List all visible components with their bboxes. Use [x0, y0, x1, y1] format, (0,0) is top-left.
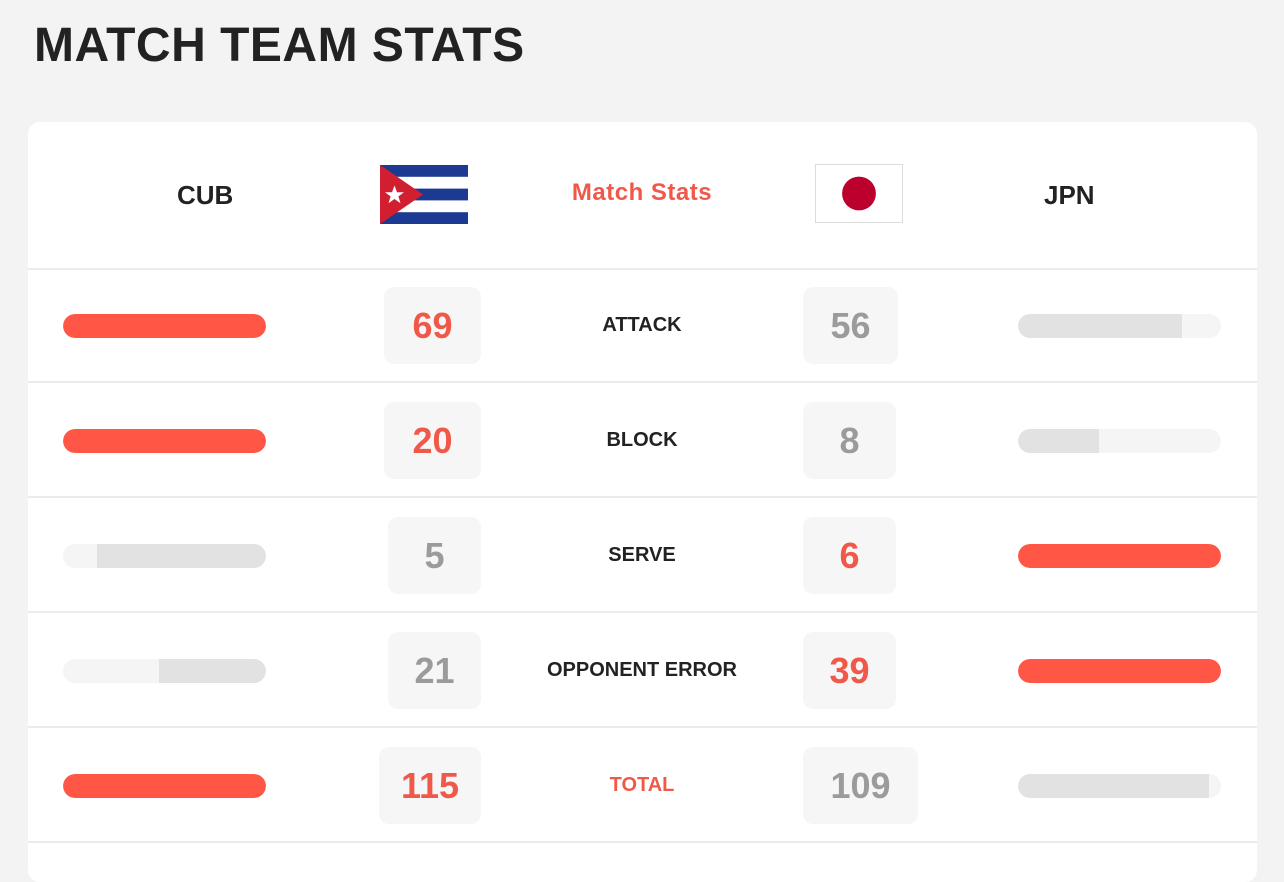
- home-bar-fill: [97, 544, 266, 568]
- home-bar: [63, 314, 266, 338]
- match-stats-card: CUB Match Stats JPN 69 ATTACK 56: [28, 122, 1257, 882]
- teams-header: CUB Match Stats JPN: [28, 122, 1257, 270]
- home-bar: [63, 659, 266, 683]
- stat-label: SERVE: [608, 544, 676, 566]
- home-value: 5: [388, 517, 481, 594]
- home-bar: [63, 544, 266, 568]
- away-bar: [1018, 429, 1221, 453]
- away-bar-fill: [1018, 314, 1182, 338]
- home-bar-fill: [63, 429, 266, 453]
- stat-label-total: TOTAL: [609, 774, 675, 796]
- away-bar-fill: [1018, 544, 1221, 568]
- away-bar-fill: [1018, 774, 1209, 798]
- cuba-flag-icon: [380, 165, 468, 224]
- stat-label: ATTACK: [602, 314, 682, 336]
- home-bar: [63, 774, 266, 798]
- away-bar-fill: [1018, 659, 1221, 683]
- home-bar-fill: [63, 774, 266, 798]
- home-value: 21: [388, 632, 481, 709]
- away-team-code: JPN: [1044, 180, 1095, 210]
- stat-label: OPPONENT ERROR: [546, 659, 738, 681]
- match-stats-heading: Match Stats: [571, 179, 713, 206]
- home-value: 69: [384, 287, 481, 364]
- away-value: 109: [803, 747, 918, 824]
- away-value: 8: [803, 402, 896, 479]
- away-bar: [1018, 314, 1221, 338]
- stat-row-block: 20 BLOCK 8: [28, 383, 1257, 498]
- stat-label: BLOCK: [606, 429, 678, 451]
- stat-row-total: 115 TOTAL 109: [28, 728, 1257, 843]
- stat-row-opponent-error: 21 OPPONENT ERROR 39: [28, 613, 1257, 728]
- away-bar: [1018, 774, 1221, 798]
- home-value: 20: [384, 402, 481, 479]
- page-title: MATCH TEAM STATS: [34, 19, 525, 72]
- away-value: 39: [803, 632, 896, 709]
- home-team-code: CUB: [177, 180, 234, 210]
- japan-flag-icon: [815, 164, 903, 223]
- home-value: 115: [379, 747, 481, 824]
- stat-row-attack: 69 ATTACK 56: [28, 268, 1257, 383]
- away-bar-fill: [1018, 429, 1099, 453]
- away-value: 6: [803, 517, 896, 594]
- away-bar: [1018, 544, 1221, 568]
- away-value: 56: [803, 287, 898, 364]
- home-bar: [63, 429, 266, 453]
- away-bar: [1018, 659, 1221, 683]
- home-bar-fill: [159, 659, 266, 683]
- stat-row-serve: 5 SERVE 6: [28, 498, 1257, 613]
- home-bar-fill: [63, 314, 266, 338]
